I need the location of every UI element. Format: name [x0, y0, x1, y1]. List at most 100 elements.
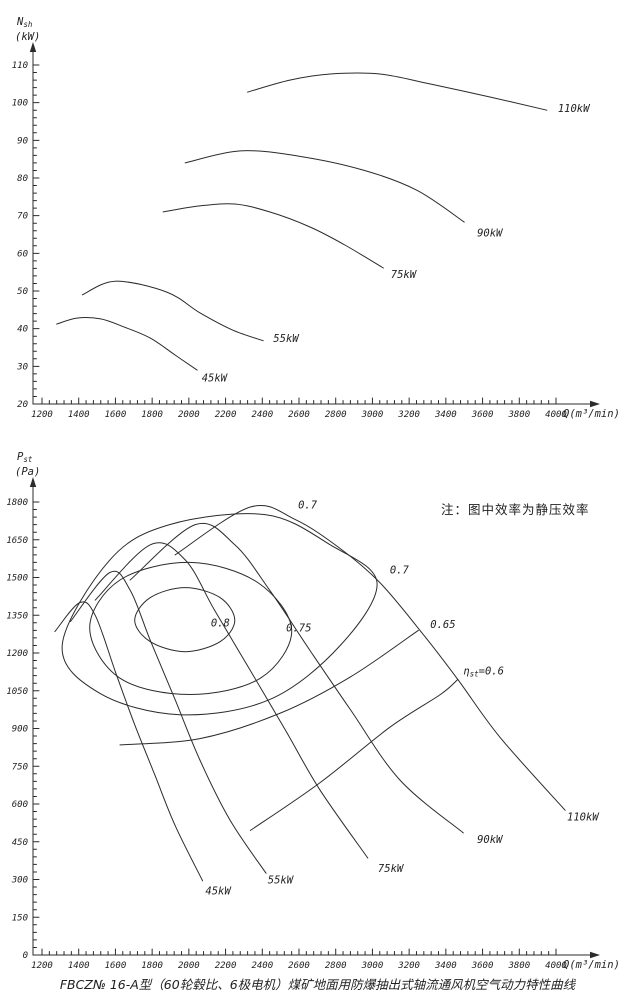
contour-label-0.75: 0.75	[286, 623, 311, 635]
curve-55kW	[70, 570, 267, 874]
shaft-power-lines	[29, 42, 600, 408]
y-tick-label: 0	[23, 951, 28, 961]
contour-0.65	[119, 629, 419, 746]
curve-110kW	[174, 505, 566, 811]
y-tick-label: 40	[17, 325, 28, 335]
curve-label-45kW: 45kW	[205, 886, 232, 898]
x-tick-label: 1400	[68, 961, 90, 971]
shaft-power-chart: 1200 1400 1600 1800 2000 2200 2400 2600 2800 3000…	[12, 16, 620, 420]
x-tick-label: 1800	[141, 410, 163, 420]
efficiency-note: 注：图中效率为静压效率	[441, 502, 590, 517]
static-pressure-lines	[29, 477, 600, 959]
curve-label-90kW: 90kW	[477, 834, 504, 846]
y-tick-label: 50	[17, 287, 28, 297]
x-tick-label: 2800	[325, 961, 347, 971]
x-tick-label: 1800	[141, 961, 163, 971]
curve-55kW	[81, 280, 264, 342]
x-tick-label: 4000	[545, 410, 567, 420]
contour-label-0.7: 0.7	[390, 565, 410, 577]
shaft-power-x-axis-title: Q(m³/min)	[563, 408, 620, 420]
curve-label-55kW: 55kW	[273, 333, 300, 345]
y-tick-label: 900	[12, 725, 28, 735]
y-tick-label: 150	[12, 913, 28, 923]
y-tick-label: 750	[12, 762, 28, 772]
curve-label-90kW: 90kW	[477, 227, 504, 239]
curve-110kW	[247, 72, 548, 111]
y-tick-label: 450	[12, 838, 28, 848]
curve-label-55kW: 55kW	[268, 874, 295, 886]
x-tick-label: 3600	[471, 961, 494, 971]
contour-label-0.7: 0.7	[298, 499, 318, 511]
shaft-power-y-axis-unit: (kW)	[15, 31, 40, 43]
x-tick-label: 3000	[361, 961, 384, 971]
curve-75kW	[162, 203, 384, 269]
x-tick-label: 3400	[434, 961, 457, 971]
y-tick-label: 1050	[6, 687, 28, 697]
contour-0.7	[61, 513, 378, 716]
y-tick-label: 1500	[6, 574, 28, 584]
curve-45kW	[56, 317, 198, 371]
curve-label-75kW: 75kW	[391, 269, 418, 281]
shaft-power-y-axis-title: Nsh	[16, 16, 33, 29]
y-tick-label: 600	[12, 800, 28, 810]
y-tick-label: 70	[17, 212, 28, 222]
curve-45kW	[54, 601, 204, 882]
y-tick-label: 60	[17, 249, 28, 259]
x-tick-label: 3200	[397, 961, 420, 971]
x-tick-label: 1600	[105, 410, 127, 420]
x-tick-label: 1400	[68, 410, 90, 420]
contour-label-0.6: ηst=0.6	[463, 665, 504, 678]
x-tick-label: 3800	[507, 410, 530, 420]
static-pressure-chart: 1200 1400 1600 1800 2000 2200 2400 2600 2800 3000…	[6, 451, 620, 971]
y-tick-label: 20	[17, 400, 28, 410]
figure-caption: FBCZ№ 16-A型（60轮毂比、6极电机）煤矿地面用防爆抽出式轴流通风机空气…	[59, 977, 576, 992]
y-tick-label: 300	[11, 876, 28, 886]
curve-label-75kW: 75kW	[378, 863, 405, 875]
x-tick-label: 2000	[178, 410, 200, 420]
y-axis-arrow-icon	[29, 477, 37, 487]
y-tick-label: 1650	[6, 536, 28, 546]
y-axis-arrow-icon	[29, 42, 37, 52]
y-tick-label: 1800	[6, 498, 28, 508]
y-tick-label: 1350	[6, 611, 28, 621]
x-tick-label: 3400	[434, 410, 457, 420]
y-tick-label: 90	[17, 136, 28, 146]
x-tick-label: 1200	[31, 410, 53, 420]
x-tick-label: 1600	[105, 961, 127, 971]
curve-90kW	[129, 522, 464, 834]
curve-label-110kW: 110kW	[558, 103, 591, 115]
static-pressure-y-axis-title: Pst	[17, 451, 33, 464]
x-tick-label: 2000	[178, 961, 200, 971]
static-pressure-x-axis-title: Q(m³/min)	[563, 959, 620, 971]
x-axis-arrow-icon	[590, 951, 600, 959]
x-tick-label: 1200	[31, 961, 53, 971]
contour-label-0.65: 0.65	[430, 619, 455, 631]
x-tick-label: 3000	[361, 410, 384, 420]
shaft-power-text: 1200 1400 1600 1800 2000 2200 2400 2600 2800 3000…	[12, 16, 620, 420]
x-tick-label: 3600	[471, 410, 494, 420]
y-tick-label: 100	[12, 99, 28, 109]
contour-0.6	[249, 678, 459, 831]
static-pressure-y-axis-unit: (Pa)	[15, 466, 40, 478]
curve-75kW	[94, 542, 369, 859]
x-tick-label: 2800	[325, 410, 347, 420]
curve-label-110kW: 110kW	[567, 811, 600, 823]
x-tick-label: 3800	[507, 961, 530, 971]
y-tick-label: 1200	[6, 649, 28, 659]
x-tick-label: 3200	[397, 410, 420, 420]
x-tick-label: 2400	[251, 410, 273, 420]
static-pressure-text: 1200 1400 1600 1800 2000 2200 2400 2600 2800 3000…	[6, 451, 620, 971]
y-tick-label: 80	[17, 174, 28, 184]
curve-90kW	[184, 150, 465, 223]
x-tick-label: 2600	[288, 961, 310, 971]
x-tick-label: 2200	[215, 410, 237, 420]
contour-0.8	[134, 587, 236, 653]
x-tick-label: 4000	[545, 961, 567, 971]
x-tick-label: 2600	[288, 410, 310, 420]
contour-0.75	[89, 561, 293, 695]
contour-label-0.8: 0.8	[211, 618, 230, 630]
x-tick-label: 2400	[251, 961, 273, 971]
curve-label-45kW: 45kW	[202, 372, 229, 384]
x-axis-arrow-icon	[590, 400, 600, 408]
